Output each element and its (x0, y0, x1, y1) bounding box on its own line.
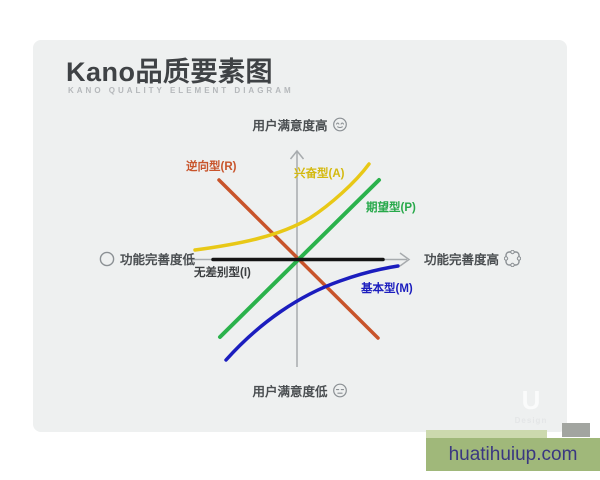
brand-logo-text: Design (514, 416, 548, 425)
brand-logo-icon: U (521, 385, 541, 415)
axis-label-bottom-text: 用户满意度低 (252, 385, 328, 399)
axis-label-right: 功能完善度高 (424, 249, 522, 268)
corner-overlay-block (562, 423, 590, 437)
corner-overlay-strip (426, 430, 547, 438)
page-title: Kano品质要素图 (66, 57, 273, 87)
smiley-face-icon (333, 117, 347, 132)
axis-label-top-text: 用户满意度高 (252, 119, 328, 133)
axis-label-right-text: 功能完善度高 (424, 253, 500, 267)
curve-label-excitement: 兴奋型(A) (294, 168, 345, 180)
diagram-card (33, 40, 567, 432)
curve-label-basic: 基本型(M) (361, 283, 413, 295)
curve-label-reverse: 逆向型(R) (186, 161, 237, 173)
brand-watermark: U Design (503, 386, 559, 425)
neutral-face-icon (333, 383, 347, 398)
site-banner: huatihuiup.com (426, 438, 600, 471)
axis-label-left: 功能完善度低 (99, 249, 195, 268)
axis-label-bottom: 用户满意度低 (252, 381, 347, 400)
empty-circle-icon (99, 251, 115, 266)
page-subtitle: KANO QUALITY ELEMENT DIAGRAM (68, 86, 294, 95)
axis-label-top: 用户满意度高 (252, 115, 347, 134)
curve-label-indifferent: 无差别型(I) (194, 267, 251, 279)
notched-square-icon (504, 250, 522, 267)
axis-label-left-text: 功能完善度低 (120, 253, 196, 267)
site-url-text: huatihuiup.com (448, 443, 578, 465)
curve-label-expected: 期望型(P) (366, 202, 416, 214)
